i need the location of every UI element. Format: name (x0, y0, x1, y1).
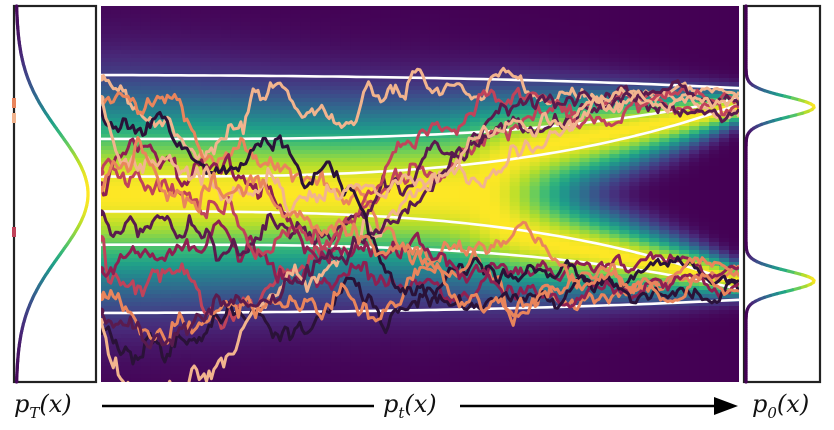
path-start-marker (98, 294, 105, 301)
path-start-marker (98, 266, 105, 273)
data-density-panel (744, 6, 820, 382)
density-panel (98, 6, 740, 408)
data-label: p0(x) (752, 390, 809, 422)
path-start-marker (98, 169, 105, 176)
marginal-label: pt(x) (383, 390, 437, 422)
prior-label: pT(x) (14, 390, 72, 422)
prior-density-panel (12, 6, 96, 382)
path-start-marker (98, 95, 105, 102)
path-start-marker (98, 308, 105, 315)
prior-sample-marker (12, 227, 16, 237)
path-start-marker (98, 209, 105, 216)
prior-sample-marker (12, 113, 16, 123)
path-start-marker (98, 186, 105, 193)
prior-sample-marker (12, 98, 16, 108)
arrow-head-icon (714, 397, 738, 415)
path-start-marker (98, 75, 105, 82)
path-start-marker (98, 235, 105, 242)
